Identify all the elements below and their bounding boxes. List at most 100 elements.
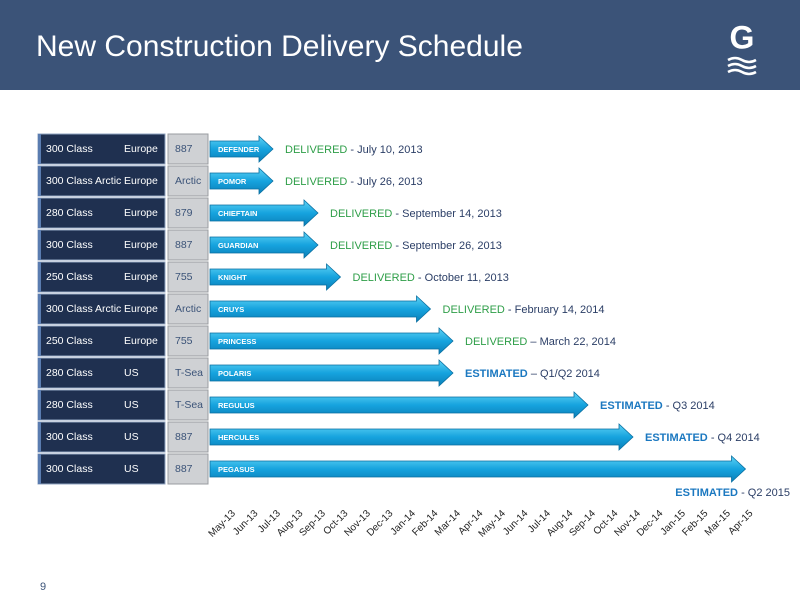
status-word: ESTIMATED	[465, 368, 528, 380]
x-tick-label: Jun-13	[231, 508, 261, 538]
class-label: 280 Class	[46, 367, 93, 379]
status-detail: - July 26, 2013	[350, 176, 422, 188]
hull-label: 887	[175, 463, 193, 475]
class-cell-edge	[38, 326, 41, 356]
class-cell	[37, 229, 166, 261]
class-cell-edge	[38, 454, 41, 484]
status-word: ESTIMATED	[645, 432, 708, 444]
region-label: US	[124, 367, 139, 379]
schedule-arrow	[209, 327, 454, 355]
status-detail: - February 14, 2014	[508, 304, 605, 316]
status-text: DELIVERED – March 22, 2014	[465, 336, 616, 348]
schedule-arrow	[209, 455, 747, 483]
status-text: DELIVERED - February 14, 2014	[443, 304, 605, 316]
status-text: DELIVERED - October 11, 2013	[353, 272, 509, 284]
hull-cell	[167, 261, 209, 293]
class-cell	[37, 293, 166, 325]
class-label: 300 Class	[46, 463, 93, 475]
x-tick-label: Jun-14	[501, 508, 531, 538]
schedule-arrow	[209, 295, 432, 323]
hull-label: T-Sea	[175, 399, 203, 411]
x-tick-label: May-13	[207, 508, 239, 540]
status-text: DELIVERED - September 26, 2013	[330, 240, 502, 252]
hull-label: 887	[175, 239, 193, 251]
class-label: 300 Class Arctic	[46, 303, 121, 315]
schedule-arrow	[209, 199, 319, 227]
hull-cell	[167, 357, 209, 389]
region-label: Europe	[124, 143, 158, 155]
class-cell-edge	[38, 166, 41, 196]
hull-label: Arctic	[175, 303, 201, 315]
status-text: DELIVERED - September 14, 2013	[330, 208, 502, 220]
vessel-label: KNIGHT	[218, 273, 247, 282]
vessel-label: DEFENDER	[218, 145, 260, 154]
status-word: DELIVERED	[353, 272, 415, 284]
status-text: ESTIMATED - Q3 2014	[600, 400, 715, 412]
class-cell-edge	[38, 134, 41, 164]
status-text: ESTIMATED – Q1/Q2 2014	[465, 368, 600, 380]
class-cell-edge	[38, 294, 41, 324]
status-word: DELIVERED	[285, 176, 347, 188]
status-text: ESTIMATED - Q4 2014	[645, 432, 760, 444]
status-detail: – Q1/Q2 2014	[531, 368, 600, 380]
schedule-arrow	[209, 231, 319, 259]
vessel-label: POMOR	[218, 177, 247, 186]
vessel-label: CHIEFTAIN	[218, 209, 257, 218]
logo: G	[730, 19, 755, 55]
region-label: US	[124, 463, 139, 475]
vessel-label: GUARDIAN	[218, 241, 258, 250]
vessel-label: REGULUS	[218, 401, 255, 410]
slide-title: New Construction Delivery Schedule	[36, 30, 523, 63]
region-label: US	[124, 399, 139, 411]
hull-cell	[167, 197, 209, 229]
status-detail: - September 26, 2013	[395, 240, 501, 252]
hull-label: 879	[175, 207, 193, 219]
region-label: Europe	[124, 239, 158, 251]
x-tick-label: Mar-15	[703, 508, 733, 538]
status-word: DELIVERED	[330, 208, 392, 220]
status-text: DELIVERED - July 10, 2013	[285, 144, 423, 156]
x-tick-label: Sep-14	[567, 508, 598, 539]
class-cell	[37, 165, 166, 197]
schedule-arrow	[209, 359, 454, 387]
status-detail: – March 22, 2014	[530, 336, 616, 348]
class-label: 300 Class	[46, 239, 93, 251]
class-label: 300 Class Arctic	[46, 175, 121, 187]
vessel-label: HERCULES	[218, 433, 259, 442]
schedule-arrow	[209, 423, 634, 451]
status-detail: - Q4 2014	[711, 432, 760, 444]
schedule-arrow	[209, 135, 274, 163]
class-label: 250 Class	[46, 271, 93, 283]
schedule-arrow	[209, 263, 342, 291]
class-cell-edge	[38, 358, 41, 388]
region-label: Europe	[124, 207, 158, 219]
hull-cell	[167, 133, 209, 165]
status-word: ESTIMATED	[600, 400, 663, 412]
status-word: DELIVERED	[285, 144, 347, 156]
hull-label: 887	[175, 143, 193, 155]
vessel-label: PRINCESS	[218, 337, 256, 346]
hull-cell	[167, 453, 209, 485]
region-label: Europe	[124, 271, 158, 283]
status-detail: - Q3 2014	[666, 400, 715, 412]
region-label: Europe	[124, 175, 158, 187]
hull-cell	[167, 325, 209, 357]
header-band	[0, 0, 800, 90]
hull-cell	[167, 165, 209, 197]
status-detail: - October 11, 2013	[418, 272, 509, 284]
status-text: ESTIMATED - Q2 2015	[675, 487, 790, 499]
hull-cell	[167, 389, 209, 421]
class-label: 300 Class	[46, 143, 93, 155]
class-cell	[37, 261, 166, 293]
vessel-label: CRUYS	[218, 305, 244, 314]
status-detail: - September 14, 2013	[395, 208, 501, 220]
hull-label: Arctic	[175, 175, 201, 187]
region-label: Europe	[124, 335, 158, 347]
status-word: DELIVERED	[465, 336, 527, 348]
hull-label: 755	[175, 335, 193, 347]
class-label: 280 Class	[46, 207, 93, 219]
x-tick-label: Sep-13	[297, 508, 328, 539]
hull-label: 887	[175, 431, 193, 443]
class-label: 250 Class	[46, 335, 93, 347]
